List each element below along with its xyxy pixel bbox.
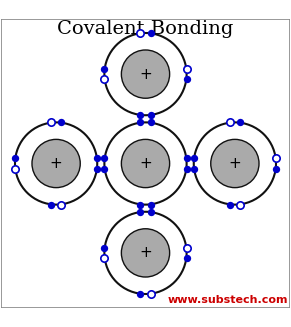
Circle shape: [121, 139, 170, 188]
Point: [102, 77, 107, 82]
Point: [227, 120, 232, 125]
Point: [148, 202, 153, 207]
Circle shape: [211, 139, 259, 188]
Point: [59, 202, 64, 207]
Point: [184, 256, 189, 261]
Point: [148, 120, 153, 125]
Point: [184, 66, 189, 71]
Point: [138, 202, 143, 207]
Point: [184, 166, 189, 171]
Point: [102, 166, 107, 171]
Point: [102, 156, 107, 161]
Point: [191, 156, 196, 161]
Point: [138, 30, 143, 36]
Point: [184, 245, 189, 250]
Point: [95, 166, 100, 171]
Point: [48, 120, 53, 125]
Circle shape: [121, 229, 170, 277]
Point: [102, 256, 107, 261]
Point: [138, 112, 143, 118]
Point: [138, 291, 143, 297]
Text: +: +: [139, 156, 152, 171]
Point: [95, 156, 100, 161]
Point: [48, 202, 53, 207]
Point: [274, 156, 278, 161]
Point: [138, 209, 143, 215]
Text: +: +: [139, 67, 152, 82]
Point: [148, 30, 153, 36]
Circle shape: [32, 139, 80, 188]
Text: +: +: [228, 156, 241, 171]
Text: +: +: [139, 245, 152, 260]
Point: [13, 166, 17, 171]
Point: [148, 209, 153, 215]
Circle shape: [121, 50, 170, 98]
Point: [59, 120, 64, 125]
Point: [184, 77, 189, 82]
Text: Covalent Bonding: Covalent Bonding: [57, 20, 234, 38]
Point: [191, 166, 196, 171]
Point: [238, 120, 243, 125]
Point: [184, 156, 189, 161]
Text: +: +: [50, 156, 63, 171]
Point: [138, 120, 143, 125]
Point: [238, 202, 243, 207]
Text: www.substech.com: www.substech.com: [168, 295, 288, 305]
Point: [102, 66, 107, 71]
Point: [227, 202, 232, 207]
Point: [148, 112, 153, 118]
Point: [148, 291, 153, 297]
Point: [274, 166, 278, 171]
Point: [13, 156, 17, 161]
Point: [102, 245, 107, 250]
